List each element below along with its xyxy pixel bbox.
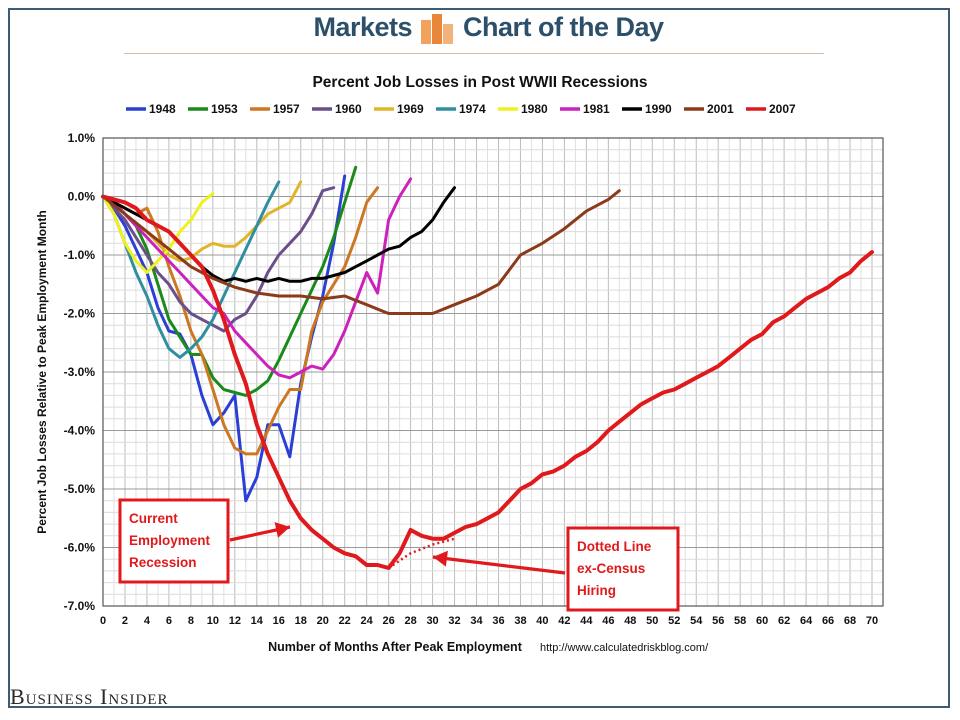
x-tick-label: 8 [188, 615, 194, 627]
series-line-1953 [101, 165, 358, 397]
annotation-box-current-recession [118, 498, 230, 584]
annotation-arrow-dotted-shaft [432, 555, 566, 575]
x-tick-label: 70 [866, 615, 878, 627]
y-axis-label: Percent Job Losses Relative to Peak Empl… [35, 210, 49, 533]
chart-axes: 1.0% 0.0% -1.0% -2.0% -3.0% -4.0% -5.0% -6.0% -7… [64, 131, 884, 627]
x-tick-label: 54 [690, 615, 703, 627]
legend-label-1990: 1990 [645, 102, 672, 116]
annotation-text-current-recession: Recession [129, 555, 197, 570]
x-tick-label: 64 [800, 615, 813, 627]
x-tick-label: 38 [514, 615, 526, 627]
x-axis-label: Number of Months After Peak Employment [268, 640, 523, 654]
y-tick-label: -7.0% [64, 599, 96, 613]
x-tick-label: 68 [844, 615, 856, 627]
x-tick-label: 16 [273, 615, 285, 627]
x-tick-label: 0 [100, 615, 106, 627]
legend-label-1960: 1960 [335, 102, 362, 116]
legend-label-1953: 1953 [211, 102, 238, 116]
x-tick-label: 60 [756, 615, 768, 627]
y-tick-label: -1.0% [64, 248, 96, 262]
y-tick-label: -5.0% [64, 482, 96, 496]
annotation-text-dotted-line: Hiring [577, 583, 616, 598]
x-tick-label: 42 [558, 615, 570, 627]
y-tick-label: 0.0% [68, 190, 96, 204]
series-line-2007 [101, 194, 874, 570]
legend-label-1957: 1957 [273, 102, 300, 116]
legend-label-1974: 1974 [459, 102, 486, 116]
chart-grid [102, 137, 884, 607]
x-tick-label: 50 [646, 615, 658, 627]
x-tick-label: 58 [734, 615, 746, 627]
x-tick-label: 44 [580, 615, 593, 627]
series-line-1980 [101, 192, 215, 274]
series-line-1957 [101, 186, 380, 456]
x-tick-label: 10 [207, 615, 219, 627]
x-tick-label: 6 [166, 615, 172, 627]
annotation-arrow-current-head [274, 522, 290, 538]
y-tick-label: -4.0% [64, 424, 96, 438]
chart-series [101, 165, 874, 570]
legend-label-2007: 2007 [769, 102, 796, 116]
y-tick-label: -2.0% [64, 307, 96, 321]
chart-of-the-day-logo-icon [421, 14, 453, 44]
annotation-arrow-dotted-head [433, 550, 448, 567]
annotation-text-current-recession: Employment [129, 533, 211, 548]
x-tick-label: 20 [317, 615, 329, 627]
x-tick-label: 2 [122, 615, 128, 627]
header-divider [124, 53, 824, 54]
x-tick-label: 62 [778, 615, 790, 627]
x-tick-label: 24 [361, 615, 374, 627]
legend-label-1969: 1969 [397, 102, 424, 116]
plot-border [102, 137, 884, 607]
x-tick-label: 48 [624, 615, 636, 627]
x-tick-label: 34 [470, 615, 483, 627]
series-line-1981 [101, 177, 413, 380]
legend-label-1981: 1981 [583, 102, 610, 116]
annotation-text-dotted-line: Dotted Line [577, 539, 652, 554]
business-insider-logo: Business Insider [10, 684, 169, 709]
x-tick-label: 14 [251, 615, 264, 627]
series-line-2001 [101, 189, 621, 315]
legend-label-2001: 2001 [707, 102, 734, 116]
legend-label-1980: 1980 [521, 102, 548, 116]
chart-annotations: Current Employment Recession Dotted Line ex-… [118, 498, 680, 612]
markets-label: Markets [313, 12, 412, 42]
source-label: http://www.calculatedriskblog.com/ [540, 642, 709, 654]
x-tick-label: 32 [448, 615, 460, 627]
series-line-1960 [101, 186, 336, 333]
x-tick-label: 66 [822, 615, 834, 627]
annotation-text-dotted-line: ex-Census [577, 561, 645, 576]
x-tick-label: 56 [712, 615, 724, 627]
x-tick-label: 12 [229, 615, 241, 627]
x-tick-label: 18 [295, 615, 307, 627]
x-tick-label: 36 [492, 615, 504, 627]
y-tick-label: -3.0% [64, 365, 96, 379]
y-tick-label: 1.0% [68, 131, 96, 145]
x-tick-label: 40 [536, 615, 548, 627]
x-tick-label: 30 [426, 615, 438, 627]
header: Markets Chart of the Day [0, 0, 960, 56]
x-tick-label: 46 [602, 615, 614, 627]
x-tick-label: 4 [144, 615, 151, 627]
chart-title: Percent Job Losses in Post WWII Recessio… [312, 74, 647, 91]
x-tick-label: 28 [404, 615, 416, 627]
x-tick-label: 52 [668, 615, 680, 627]
x-tick-label: 22 [339, 615, 351, 627]
legend-label-1948: 1948 [149, 102, 176, 116]
series-line-1974 [101, 180, 281, 359]
annotation-text-current-recession: Current [129, 511, 178, 526]
annotation-box-dotted-line [566, 526, 680, 612]
chart-of-the-day-label: Chart of the Day [463, 12, 664, 42]
x-tick-label: 26 [383, 615, 395, 627]
dotted-ex-census-line [387, 537, 455, 570]
y-tick-label: -6.0% [64, 541, 96, 555]
chart-legend: 1948 1953 1957 1960 1969 1974 1980 1981 1990 2001… [126, 102, 796, 116]
